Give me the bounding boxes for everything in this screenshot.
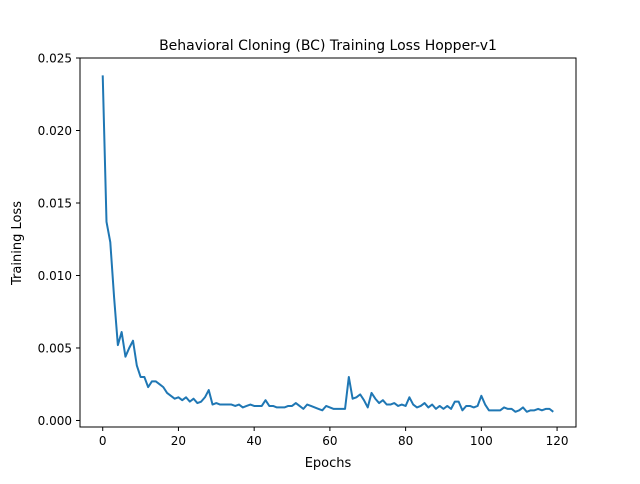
y-tick-label: 0.025	[38, 52, 72, 66]
x-tick-label: 80	[398, 434, 413, 448]
y-tick-label: 0.000	[38, 414, 72, 428]
x-axis-ticks: 0 20 40 60 80 100 120	[99, 427, 569, 448]
x-tick-label: 100	[470, 434, 493, 448]
x-tick-label: 120	[546, 434, 569, 448]
x-axis-label: Epochs	[305, 456, 352, 471]
x-tick-label: 20	[171, 434, 186, 448]
x-tick-label: 60	[322, 434, 337, 448]
plot-area	[101, 75, 554, 413]
axes-frame	[79, 57, 577, 428]
y-tick-label: 0.005	[38, 341, 72, 355]
y-axis-ticks: 0.000 0.005 0.010 0.015 0.020 0.025	[38, 52, 80, 428]
y-axis-label: Training Loss	[10, 201, 25, 286]
training-loss-line	[101, 75, 554, 413]
chart-title: Behavioral Cloning (BC) Training Loss Ho…	[159, 38, 497, 54]
y-tick-label: 0.010	[38, 269, 72, 283]
y-tick-label: 0.020	[38, 124, 72, 138]
y-tick-label: 0.015	[38, 196, 72, 210]
x-tick-label: 0	[99, 434, 107, 448]
x-tick-label: 40	[247, 434, 262, 448]
